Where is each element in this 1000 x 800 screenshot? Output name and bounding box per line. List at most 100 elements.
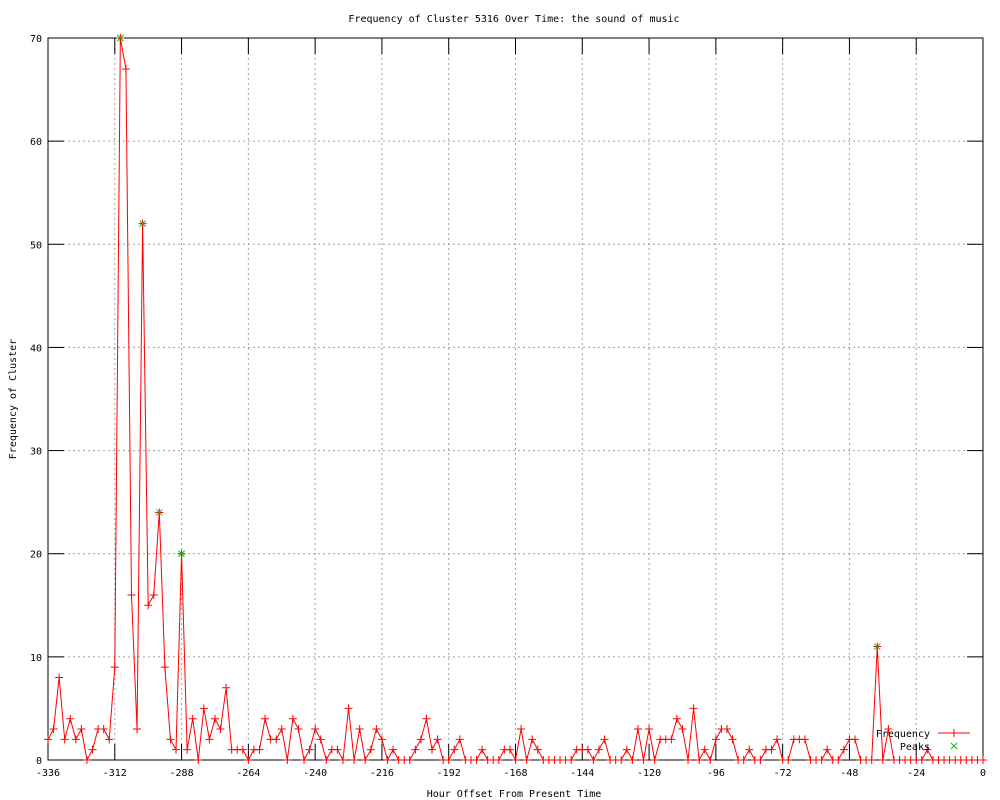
legend-label-peaks: Peaks [900, 742, 930, 753]
frequency-point [188, 714, 197, 723]
frequency-point [522, 756, 531, 764]
frequency-point [333, 745, 342, 754]
frequency-point [144, 601, 153, 610]
frequency-point [205, 735, 214, 744]
x-tick-label: -336 [36, 768, 60, 779]
frequency-point [288, 714, 297, 723]
frequency-point [44, 735, 52, 744]
frequency-point [166, 735, 175, 744]
frequency-point [494, 756, 503, 764]
frequency-point [923, 745, 932, 754]
frequency-point [222, 683, 231, 692]
frequency-point [622, 745, 631, 754]
x-tick-label: -48 [840, 768, 858, 779]
legend-swatch-frequency [938, 729, 970, 737]
frequency-point [583, 745, 592, 754]
frequency-point [71, 735, 80, 744]
y-tick-label: 50 [30, 240, 42, 251]
frequency-point [300, 756, 309, 764]
frequency-point [383, 756, 392, 764]
peak-point [116, 34, 124, 42]
frequency-point [238, 745, 247, 754]
frequency-point [878, 756, 887, 764]
frequency-point [322, 756, 331, 764]
x-tick-label: -192 [437, 768, 461, 779]
frequency-point [505, 745, 514, 754]
frequency-point [700, 745, 709, 754]
legend: Frequency Peaks [876, 729, 970, 753]
frequency-point [66, 714, 75, 723]
frequency-point [194, 756, 203, 764]
frequency-point [99, 725, 108, 734]
peak-point [155, 509, 163, 516]
frequency-point [517, 725, 526, 734]
frequency-point [366, 745, 375, 754]
frequency-point [77, 725, 86, 734]
axis-ticks: -336 -312 -288 -264 -240 -216 -192 -168 -144 -120… [30, 34, 986, 779]
frequency-point [361, 756, 370, 764]
frequency-point [784, 756, 793, 764]
frequency-point [444, 756, 453, 764]
frequency-point [745, 745, 754, 754]
frequency-point [511, 756, 520, 764]
frequency-point [695, 756, 704, 764]
frequency-point [684, 756, 693, 764]
frequency-point [728, 735, 737, 744]
frequency-point [277, 725, 286, 734]
frequency-point [834, 756, 843, 764]
frequency-point [800, 735, 809, 744]
y-tick-label: 70 [30, 34, 42, 45]
frequency-point [650, 756, 659, 764]
frequency-point [979, 756, 987, 764]
x-tick-label: -288 [170, 768, 194, 779]
frequency-point [711, 735, 720, 744]
legend-label-frequency: Frequency [876, 729, 930, 740]
x-tick-label: -72 [774, 768, 792, 779]
frequency-point [416, 735, 425, 744]
frequency-point [600, 735, 609, 744]
frequency-point [350, 756, 359, 764]
y-axis-label: Frequency of Cluster [8, 339, 19, 459]
frequency-point [411, 745, 420, 754]
frequency-point [272, 735, 281, 744]
frequency-point [850, 735, 859, 744]
frequency-point [121, 64, 130, 73]
x-axis-label: Hour Offset From Present Time [427, 789, 602, 800]
frequency-point [110, 663, 119, 672]
frequency-point [633, 725, 642, 734]
frequency-point [739, 756, 748, 764]
x-tick-label: -24 [907, 768, 925, 779]
frequency-point [706, 756, 715, 764]
x-tick-label: 0 [980, 768, 986, 779]
frequency-point [884, 725, 893, 734]
x-tick-label: -240 [303, 768, 327, 779]
frequency-point [338, 756, 347, 764]
frequency-point [533, 745, 542, 754]
frequency-point [60, 735, 69, 744]
x-tick-label: -216 [370, 768, 394, 779]
frequency-point [149, 590, 158, 599]
frequency-point [294, 725, 303, 734]
frequency-point [472, 756, 481, 764]
y-tick-label: 10 [30, 653, 42, 664]
frequency-point [722, 725, 731, 734]
frequency-point [823, 745, 832, 754]
frequency-point [594, 745, 603, 754]
frequency-point [49, 725, 58, 734]
legend-swatch-peaks [950, 742, 958, 750]
frequency-point [405, 756, 414, 764]
frequency-point [255, 745, 264, 754]
frequency-point [450, 745, 459, 754]
y-tick-label: 30 [30, 447, 42, 458]
x-tick-label: -96 [707, 768, 725, 779]
frequency-point [105, 735, 114, 744]
frequency-point [311, 725, 320, 734]
x-tick-label: -144 [570, 768, 594, 779]
x-tick-label: -264 [236, 768, 260, 779]
y-tick-label: 60 [30, 137, 42, 148]
peak-point [873, 643, 881, 650]
frequency-point [183, 745, 192, 754]
x-tick-label: -168 [503, 768, 527, 779]
chart-title: Frequency of Cluster 5316 Over Time: the… [348, 14, 679, 25]
